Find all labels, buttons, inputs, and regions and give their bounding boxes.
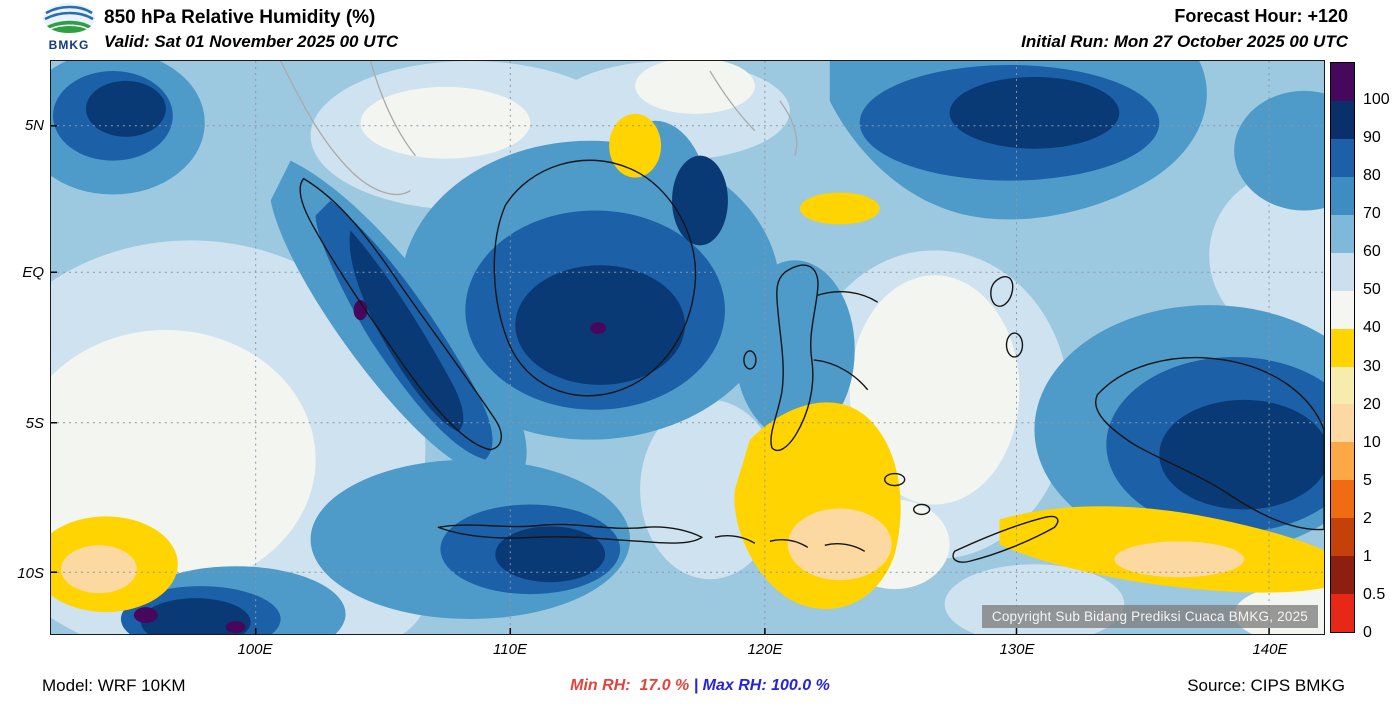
graticule	[51, 61, 1324, 634]
island-coastlines	[299, 159, 1324, 563]
page-title: 850 hPa Relative Humidity (%)	[104, 7, 376, 28]
colorbar-tick-label: 30	[1363, 358, 1381, 375]
lon-label-130e: 130E	[999, 641, 1035, 658]
colorbar-segment	[1331, 63, 1354, 101]
colorbar-tick-label: 80	[1363, 167, 1381, 184]
colorbar-tick-label: 0	[1363, 624, 1372, 641]
humidity-field	[51, 61, 1324, 634]
lon-label-140e: 140E	[1252, 641, 1288, 658]
lat-label-5s: 5S	[25, 415, 44, 432]
bmkg-logo-label: BMKG	[48, 38, 90, 52]
colorbar-segment	[1331, 252, 1354, 291]
lat-label-10s: 10S	[17, 565, 44, 582]
lon-label-110e: 110E	[493, 641, 527, 658]
colorbar-tick-label: 5	[1363, 472, 1372, 489]
colorbar-tick-label: 2	[1363, 510, 1372, 527]
bmkg-logo-icon	[43, 3, 95, 33]
colorbar-segment	[1331, 214, 1354, 253]
mainland-coastlines	[280, 61, 798, 195]
colorbar-segment	[1331, 480, 1354, 519]
minmax-separator: |	[693, 677, 699, 694]
colorbar-tick-label: 50	[1363, 281, 1381, 298]
colorbar-segment	[1331, 518, 1354, 557]
colorbar-segment	[1331, 404, 1354, 443]
saturated-regions	[85, 76, 1324, 634]
colorbar-tick-label: 20	[1363, 396, 1381, 413]
source-label: Source: CIPS BMKG	[1187, 676, 1345, 695]
colorbar-tick-label: 70	[1363, 205, 1381, 222]
colorbar	[1330, 62, 1355, 633]
model-label: Model: WRF 10KM	[42, 676, 186, 695]
colorbar-segment	[1331, 442, 1354, 481]
copyright-overlay: Copyright Sub Bidang Prediksi Cuaca BMKG…	[981, 605, 1318, 628]
bmkg-logo: BMKG	[40, 2, 98, 52]
peak-humidity-specks	[133, 300, 607, 634]
colorbar-tick-label: 90	[1363, 129, 1381, 146]
minmax-line: Min RH: 17.0 % | Max RH: 100.0 %	[0, 677, 1400, 695]
colorbar-segment	[1331, 366, 1354, 405]
colorbar-tick-label: 1	[1363, 548, 1372, 565]
colorbar-labels: 100 90 80 70 60 50 40 30 20 10 5 2 1 0.5 0	[1363, 62, 1400, 641]
forecast-hour: Forecast Hour: +120	[1174, 6, 1348, 26]
colorbar-tick-label: 40	[1363, 319, 1381, 336]
colorbar-segment	[1331, 100, 1354, 139]
colorbar-segment	[1331, 138, 1354, 177]
lat-label-eq: EQ	[22, 264, 44, 281]
colorbar-tick-label: 60	[1363, 243, 1381, 260]
max-rh: Max RH: 100.0 %	[702, 677, 830, 694]
axis-ticks	[51, 125, 1270, 634]
colorbar-segment	[1331, 290, 1354, 329]
valid-time: Valid: Sat 01 November 2025 00 UTC	[104, 32, 399, 51]
initial-run: Initial Run: Mon 27 October 2025 00 UTC	[1021, 32, 1348, 51]
colorbar-segment	[1331, 594, 1354, 633]
lat-label-5n: 5N	[24, 117, 44, 134]
colorbar-tick-label: 0.5	[1363, 586, 1386, 603]
colorbar-tick-label: 100	[1363, 91, 1390, 108]
min-rh: Min RH: 17.0 %	[570, 677, 690, 694]
lon-label-120e: 120E	[747, 641, 783, 658]
humidity-map: Copyright Sub Bidang Prediksi Cuaca BMKG…	[50, 60, 1325, 635]
colorbar-tick-label: 10	[1363, 434, 1381, 451]
colorbar-segment	[1331, 176, 1354, 215]
colorbar-segment	[1331, 328, 1354, 367]
lon-label-100e: 100E	[237, 641, 273, 658]
colorbar-segment	[1331, 556, 1354, 595]
